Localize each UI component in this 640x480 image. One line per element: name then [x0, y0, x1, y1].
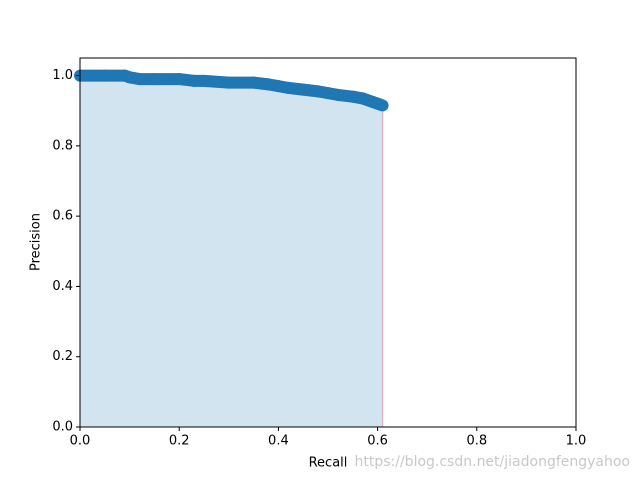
area-fill [80, 75, 383, 428]
point [148, 73, 161, 86]
y-axis-label: Precision [29, 213, 44, 271]
x-tick-label: 1.0 [566, 434, 587, 449]
point [188, 74, 201, 87]
point [272, 80, 285, 93]
x-tick-label: 0.0 [70, 434, 91, 449]
y-tick-label: 0.2 [52, 349, 73, 364]
point [312, 85, 325, 98]
x-axis-label: Recall [309, 456, 348, 471]
y-tick-label: 0.8 [52, 138, 73, 153]
x-tick-label: 0.8 [466, 434, 487, 449]
x-tick-label: 0.4 [268, 434, 289, 449]
y-tick-label: 0.4 [52, 279, 73, 294]
point [123, 71, 136, 84]
point [247, 76, 260, 89]
point [198, 74, 210, 87]
watermark: https://blog.csdn.net/jiadongfengyahoo [355, 454, 631, 470]
point [173, 73, 186, 86]
point [222, 76, 235, 89]
x-tick-label: 0.2 [169, 434, 190, 449]
point [98, 69, 111, 82]
point [297, 83, 310, 96]
point [346, 90, 359, 103]
y-tick-label: 1.0 [52, 68, 73, 83]
point [322, 87, 334, 100]
point [133, 73, 146, 86]
point [262, 78, 275, 91]
plot-frame [79, 57, 577, 428]
point [376, 99, 389, 112]
x-tick-label: 0.6 [367, 434, 388, 449]
y-tick-label: 0.0 [52, 420, 73, 435]
point [331, 88, 344, 101]
point [282, 81, 295, 94]
point [356, 92, 369, 105]
y-tick-label: 0.6 [52, 209, 73, 224]
